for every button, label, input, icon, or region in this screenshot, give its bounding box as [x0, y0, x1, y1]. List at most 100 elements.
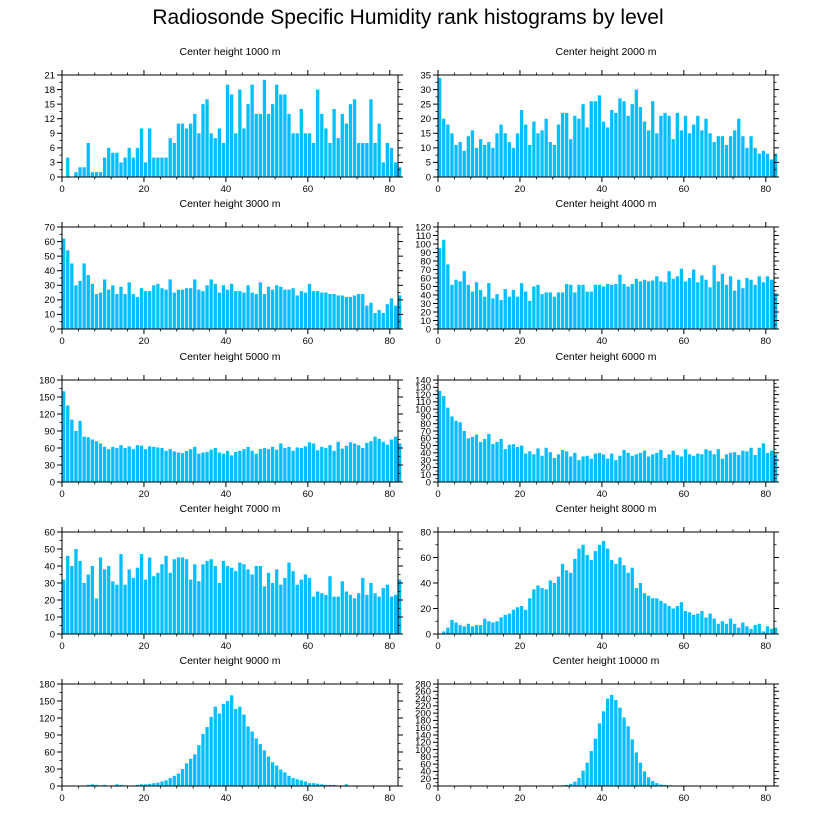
histogram-bar: [291, 571, 295, 634]
histogram-bar: [287, 289, 291, 329]
histogram-bar: [119, 554, 123, 634]
histogram-bar: [385, 584, 390, 634]
y-tick-label: 120: [415, 222, 431, 233]
y-tick-label: 120: [39, 409, 55, 420]
histogram-bar: [532, 286, 536, 329]
histogram-bar: [242, 128, 246, 177]
histogram-bar: [164, 289, 168, 329]
y-tick-label: 30: [420, 455, 431, 466]
x-tick-label: 40: [221, 641, 232, 652]
histogram-bar: [246, 104, 250, 177]
histogram-bar: [487, 142, 491, 177]
histogram-panel: Center height 1000 m 0 20 40 60 80 0 3 6 9 12 15 18 2…: [44, 46, 403, 195]
histogram-bar: [344, 123, 349, 177]
x-tick-label: 60: [679, 641, 690, 652]
histogram-bar: [646, 456, 651, 482]
histogram-bar: [225, 84, 230, 177]
y-tick-label: 100: [415, 745, 431, 756]
histogram-bar: [230, 695, 234, 786]
histogram-bar: [230, 283, 234, 329]
histogram-bar: [683, 115, 688, 177]
histogram-bar: [638, 281, 643, 329]
histogram-bar: [299, 291, 303, 329]
histogram-bar: [98, 172, 103, 177]
histogram-bar: [156, 572, 160, 634]
histogram-bar: [94, 441, 99, 482]
histogram-bar: [458, 142, 462, 177]
histogram-bar: [769, 159, 774, 177]
histogram-bar: [135, 147, 140, 177]
histogram-bar: [217, 452, 222, 482]
histogram-bar: [270, 762, 275, 786]
histogram-bar: [515, 607, 520, 634]
y-tick-label: 0: [426, 324, 431, 335]
histogram-bar: [536, 284, 540, 329]
y-tick-label: 30: [44, 281, 55, 292]
histogram-bar: [398, 167, 402, 177]
histogram-bar: [515, 133, 520, 177]
histogram-bar: [119, 162, 123, 177]
histogram-bar: [642, 450, 647, 482]
histogram-bar: [209, 279, 213, 329]
histogram-bar: [503, 289, 507, 329]
histogram-bar: [569, 783, 573, 786]
histogram-bar: [483, 618, 487, 634]
x-tick-label: 60: [679, 184, 690, 195]
histogram-bar: [774, 293, 778, 329]
histogram-bar: [655, 276, 659, 329]
histogram-bar: [217, 128, 222, 177]
histogram-bar: [197, 745, 201, 786]
histogram-bar: [646, 281, 651, 329]
histogram-bar: [299, 780, 303, 786]
histogram-bar: [189, 123, 193, 177]
histogram-bar: [659, 115, 663, 177]
histogram-bar: [622, 565, 626, 634]
histogram-bar: [524, 609, 528, 634]
histogram-bar: [287, 775, 291, 786]
histogram-bar: [299, 579, 303, 634]
histogram-bar: [560, 449, 565, 482]
histogram-bar: [524, 291, 528, 329]
histogram-bar: [757, 153, 761, 177]
y-tick-label: 50: [44, 544, 55, 555]
histogram-bar: [712, 454, 716, 482]
histogram-bar: [332, 109, 336, 177]
histogram-bar: [540, 130, 544, 177]
histogram-bar: [749, 279, 753, 329]
histogram-bar: [556, 124, 561, 177]
histogram-bar: [344, 296, 349, 329]
y-tick-label: 0: [426, 781, 431, 792]
histogram-bar: [148, 557, 152, 634]
histogram-bar: [377, 438, 381, 482]
histogram-bar: [659, 600, 663, 634]
histogram-bar: [548, 452, 552, 482]
y-tick-label: 10: [420, 143, 431, 154]
histogram-bar: [98, 443, 103, 482]
histogram-bar: [184, 288, 189, 329]
histogram-bar: [213, 566, 217, 634]
histogram-bar: [90, 784, 94, 786]
histogram-bar: [470, 130, 475, 177]
histogram-bar: [483, 439, 487, 482]
histogram-bar: [483, 144, 487, 177]
y-tick-label: 30: [44, 460, 55, 471]
histogram-bar: [389, 596, 394, 634]
histogram-bar: [585, 291, 589, 329]
histogram-bar: [365, 305, 369, 329]
y-tick-label: 30: [44, 764, 55, 775]
histogram-bar: [577, 460, 581, 482]
histogram-bar: [597, 452, 602, 482]
histogram-bar: [532, 121, 536, 177]
histogram-bar: [246, 446, 250, 482]
histogram-bar: [311, 291, 316, 329]
histogram-bar: [606, 127, 610, 177]
histogram-bar: [499, 124, 503, 177]
histogram-bar: [344, 445, 349, 482]
histogram-bar: [197, 133, 201, 177]
y-tick-label: 260: [415, 687, 431, 698]
panel-title: Center height 2000 m: [556, 46, 657, 58]
y-tick-label: 50: [44, 251, 55, 262]
histogram-bar: [606, 548, 610, 634]
histogram-bar: [205, 560, 209, 634]
histogram-bar: [225, 289, 230, 329]
